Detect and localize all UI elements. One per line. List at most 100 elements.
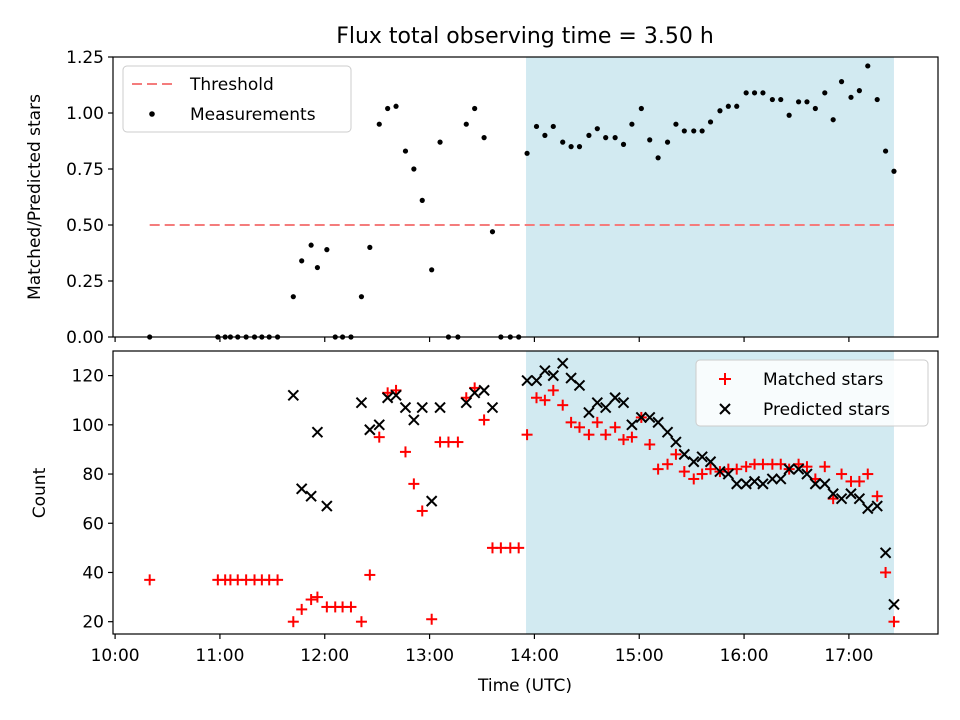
matched-star-point [513, 542, 525, 554]
measurement-point [769, 96, 775, 103]
measurement-point [874, 96, 880, 103]
measurement-point [673, 121, 679, 127]
measurement-point [586, 132, 592, 138]
matched-star-point [416, 505, 428, 517]
top-axis-ticks: 0.00 0.25 0.50 0.75 1.00 1.25 [66, 48, 850, 348]
measurement-point [489, 229, 496, 235]
bottom-y-tick-label: 60 [82, 514, 104, 534]
bottom-axes-frame [112, 350, 939, 635]
bottom-legend: Matched stars Predicted stars [695, 359, 929, 427]
predicted-star-point [888, 598, 900, 611]
measurement-point [385, 105, 391, 112]
measurement-point [707, 119, 714, 125]
measurement-point [314, 264, 321, 271]
matched-star-point [305, 594, 317, 606]
predicted-star-point [521, 374, 533, 387]
legend-predicted-label: Predicted stars [763, 400, 890, 420]
measurement-point [308, 242, 314, 248]
measurement-point [612, 135, 618, 141]
measurement-point [891, 168, 897, 174]
predicted-star-point [617, 396, 630, 409]
measurement-point [324, 247, 330, 253]
bottom-axis-ticks: 20 40 60 80 100 120 10:00 11:00 12:00 13:00 14:00 1… [72, 367, 874, 666]
bottom-panel: 20 40 60 80 100 120 10:00 11:00 12:00 13:00 14:00 1… [30, 350, 939, 696]
matched-star-point [345, 601, 357, 613]
measurement-point [550, 123, 556, 130]
measurement-point [760, 90, 766, 96]
matched-star-point [399, 446, 411, 458]
legend-matched-swatch [719, 373, 731, 385]
predicted-star-point [862, 502, 874, 515]
matched-star-point [495, 542, 507, 554]
measurement-point [533, 123, 540, 130]
matched-star-point [801, 461, 813, 473]
measurement-point [743, 90, 749, 96]
matched-star-point [144, 574, 156, 586]
top-y-tick-label: 1.25 [66, 48, 104, 68]
bottom-x-tick-label: 15:00 [615, 646, 664, 666]
measurement-point [481, 135, 487, 141]
chart-title: Flux total observing time = 3.50 h [336, 24, 714, 49]
predicted-stars-points [287, 357, 900, 611]
predicted-star-point [678, 448, 691, 461]
matched-star-point [565, 416, 577, 428]
matched-star-point [573, 421, 585, 433]
predicted-star-point [539, 364, 551, 377]
matched-star-point [678, 466, 690, 478]
matched-star-point [757, 458, 769, 470]
predicted-star-point [468, 387, 481, 399]
top-y-tick-label: 0.75 [66, 160, 104, 180]
matched-star-point [478, 414, 490, 426]
predicted-star-point [599, 401, 612, 414]
measurement-point [524, 150, 530, 156]
predicted-star-point [381, 392, 394, 404]
measurement-point [795, 99, 802, 105]
measurement-point [734, 103, 740, 109]
predicted-star-point [408, 414, 420, 426]
matched-star-point [364, 569, 376, 581]
measurement-point [681, 128, 687, 134]
predicted-star-point [801, 468, 813, 480]
legend-measurements-swatch [149, 111, 155, 117]
matched-star-point [355, 616, 367, 628]
measurement-point [367, 244, 373, 250]
predicted-star-point [835, 492, 848, 505]
bottom-y-tick-label: 80 [82, 465, 104, 485]
measurement-point [393, 103, 399, 109]
top-legend: Threshold Measurements [122, 65, 352, 133]
measurement-point [358, 294, 365, 300]
predicted-star-point [478, 384, 490, 397]
bottom-x-tick-label: 16:00 [720, 646, 769, 666]
predicted-star-point [591, 396, 604, 409]
measurement-point [778, 96, 784, 103]
measurement-point [402, 148, 409, 154]
measurement-point [647, 137, 653, 143]
predicted-star-point [364, 424, 376, 436]
measurement-point [560, 139, 566, 145]
predicted-star-point [809, 478, 822, 490]
predicted-star-point [399, 401, 412, 414]
matched-star-point [531, 392, 543, 404]
measurement-point [856, 88, 862, 94]
predicted-star-point [373, 419, 385, 431]
predicted-star-point [853, 492, 866, 505]
predicted-star-point [766, 473, 779, 485]
bottom-x-tick-label: 17:00 [824, 646, 873, 666]
measurement-point [865, 63, 871, 69]
matched-star-point [426, 613, 438, 625]
predicted-star-point [311, 426, 324, 438]
measurement-point [882, 148, 889, 154]
predicted-star-point [573, 379, 586, 392]
matched-star-point [871, 490, 883, 502]
predicted-star-point [295, 483, 308, 495]
predicted-star-point [792, 463, 805, 475]
matched-star-point [408, 478, 420, 490]
measurement-point [638, 105, 644, 112]
measurement-point [751, 90, 758, 96]
predicted-star-point [434, 401, 446, 414]
predicted-star-point [783, 463, 795, 475]
matched-star-point [547, 384, 559, 396]
predicted-star-point [547, 369, 559, 382]
matched-star-point [819, 461, 831, 473]
measurement-point [299, 258, 305, 264]
